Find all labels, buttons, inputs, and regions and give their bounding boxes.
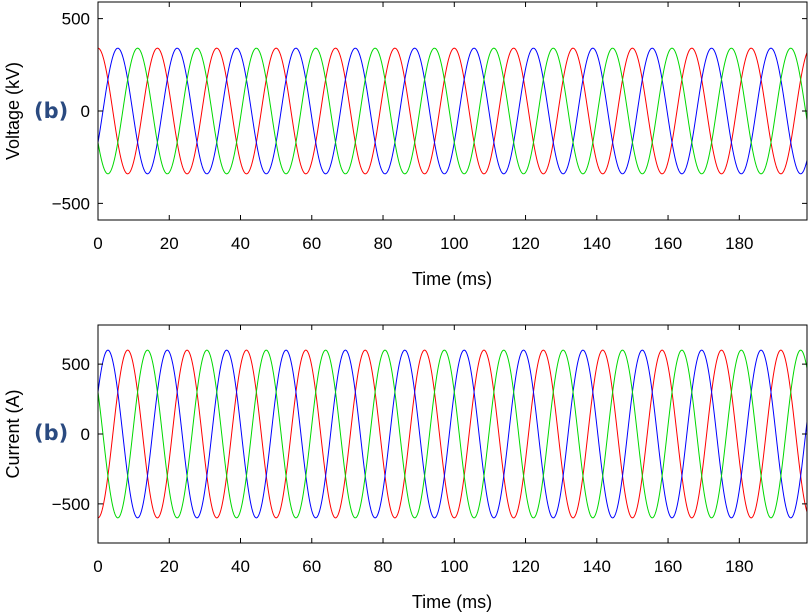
voltage-x-tick-label: 80 — [374, 234, 393, 253]
current-x-tick-label: 160 — [654, 557, 682, 576]
current-x-tick-label: 120 — [511, 557, 539, 576]
voltage-y-tick-label: −500 — [52, 194, 90, 213]
voltage-panel-label: (b) — [34, 99, 68, 123]
current-x-tick-label: 40 — [231, 557, 250, 576]
voltage-x-ticks: 0 20 40 60 80 100 120 140 160 180 — [93, 2, 753, 253]
voltage-y-tick-label: 0 — [81, 102, 90, 121]
voltage-x-tick-label: 160 — [654, 234, 682, 253]
voltage-x-tick-label: 40 — [231, 234, 250, 253]
current-series-group — [97, 349, 808, 519]
voltage-x-tick-label: 60 — [302, 234, 321, 253]
current-panel-label: (b) — [34, 421, 68, 445]
current-x-tick-label: 0 — [93, 557, 102, 576]
current-plot-frame — [97, 324, 808, 544]
current-chart: 0 20 40 60 80 100 120 140 160 180 −500 0 500 Time (… — [3, 324, 808, 612]
current-y-tick-label: 500 — [62, 355, 90, 374]
current-y-tick-label: −500 — [52, 495, 90, 514]
current-x-tick-label: 60 — [302, 557, 321, 576]
current-x-tick-label: 80 — [374, 557, 393, 576]
voltage-series-1-line — [97, 47, 808, 175]
voltage-y-axis-label: Voltage (kV) — [3, 62, 23, 160]
current-series-2-line — [97, 349, 808, 519]
voltage-x-tick-label: 0 — [93, 234, 102, 253]
voltage-series-2-line — [97, 47, 808, 175]
voltage-plot-frame — [97, 1, 808, 221]
current-x-tick-label: 20 — [160, 557, 179, 576]
current-y-ticks: −500 0 500 — [52, 355, 807, 514]
voltage-x-tick-label: 100 — [440, 234, 468, 253]
voltage-x-tick-label: 140 — [583, 234, 611, 253]
voltage-series-3-line — [97, 47, 808, 175]
voltage-y-tick-label: 500 — [62, 10, 90, 29]
current-x-tick-label: 140 — [583, 557, 611, 576]
voltage-x-axis-label: Time (ms) — [412, 269, 492, 289]
voltage-chart: 0 20 40 60 80 100 120 140 160 180 −500 0 500 Time (… — [3, 1, 808, 289]
current-series-1-line — [97, 349, 808, 519]
current-y-axis-label: Current (A) — [3, 389, 23, 478]
current-series-3-line — [97, 349, 808, 519]
voltage-y-ticks: −500 0 500 — [52, 10, 807, 213]
current-x-tick-label: 180 — [725, 557, 753, 576]
current-x-tick-label: 100 — [440, 557, 468, 576]
voltage-x-tick-label: 180 — [725, 234, 753, 253]
voltage-series-group — [97, 47, 808, 175]
current-x-ticks: 0 20 40 60 80 100 120 140 160 180 — [93, 325, 753, 576]
voltage-x-tick-label: 120 — [511, 234, 539, 253]
voltage-x-tick-label: 20 — [160, 234, 179, 253]
current-y-tick-label: 0 — [81, 425, 90, 444]
current-x-axis-label: Time (ms) — [412, 592, 492, 612]
